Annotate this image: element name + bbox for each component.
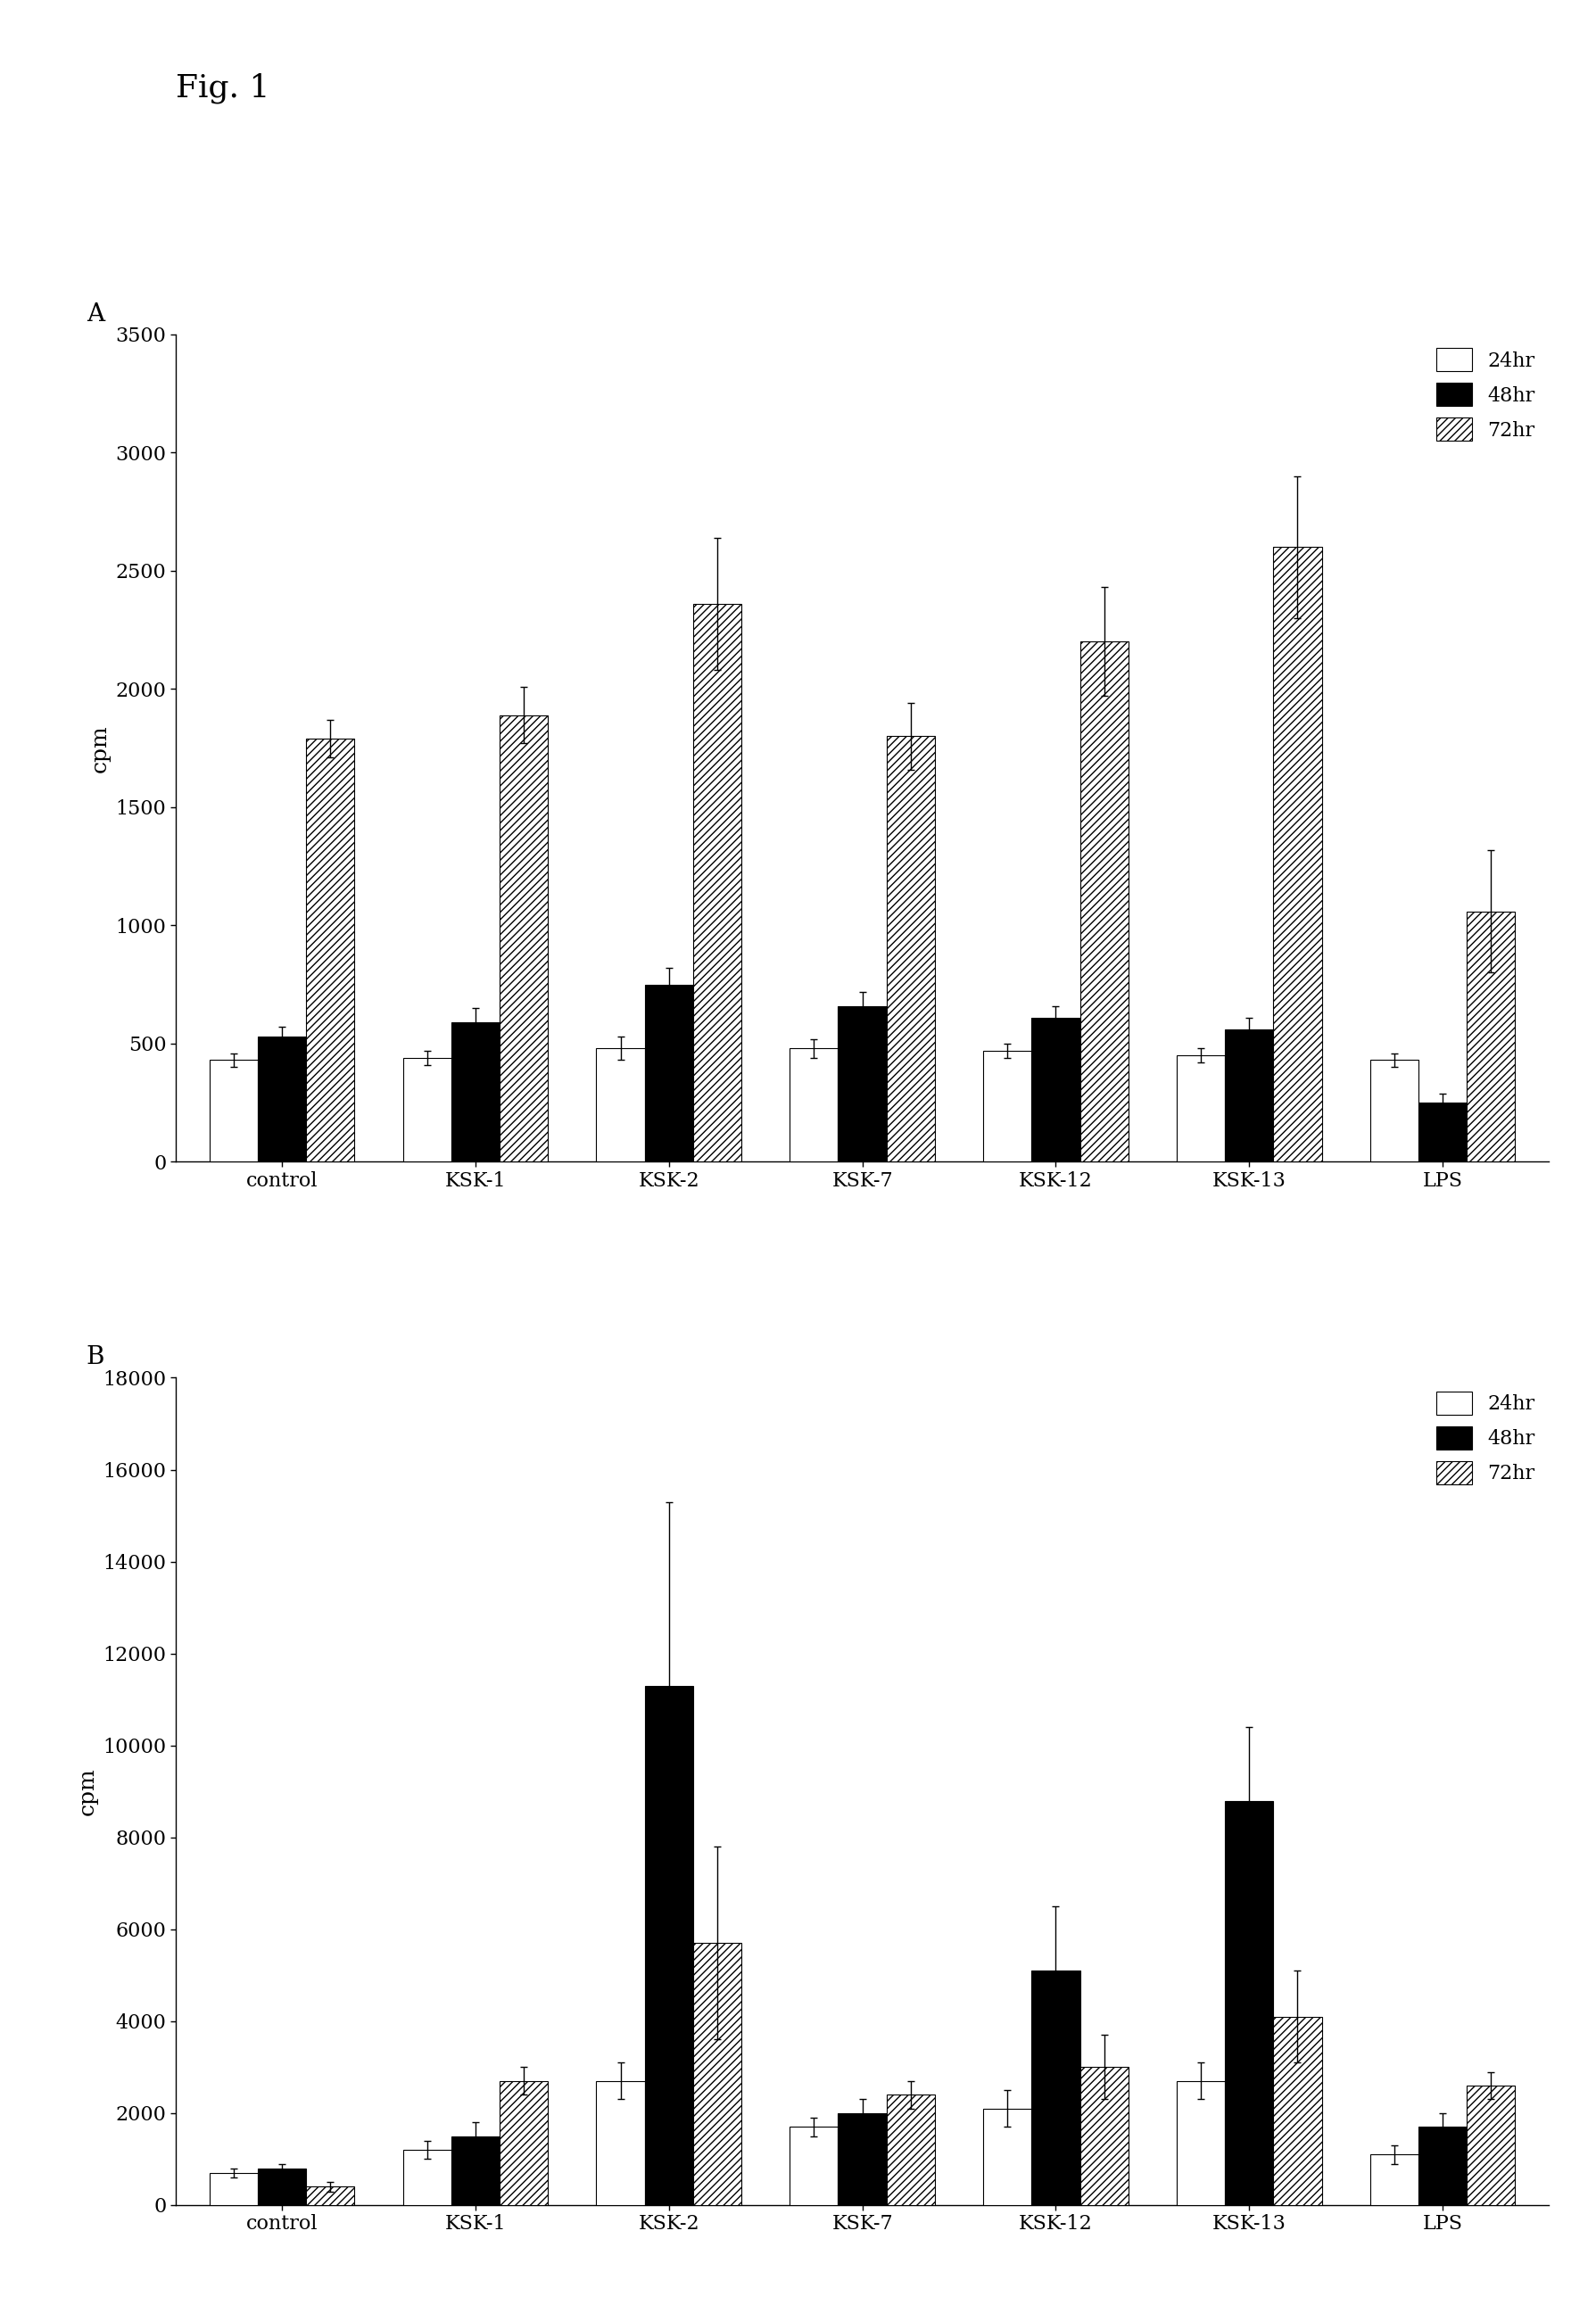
Bar: [1224, 1801, 1272, 2205]
Bar: [790, 1047, 838, 1162]
Bar: [1031, 1971, 1079, 2205]
Bar: [1031, 1018, 1079, 1162]
Bar: [1176, 2081, 1224, 2205]
Bar: [452, 2136, 500, 2205]
Bar: [1417, 2127, 1467, 2205]
Bar: [209, 1061, 257, 1162]
Bar: [1369, 2155, 1417, 2205]
Bar: [1272, 547, 1321, 1162]
Bar: [452, 1022, 500, 1162]
Text: B: B: [86, 1346, 105, 1369]
Bar: [500, 714, 547, 1162]
Bar: [402, 2150, 452, 2205]
Bar: [1369, 1061, 1417, 1162]
Bar: [1417, 1103, 1467, 1162]
Bar: [693, 1943, 741, 2205]
Text: A: A: [86, 303, 104, 326]
Bar: [402, 1059, 452, 1162]
Legend: 24hr, 48hr, 72hr: 24hr, 48hr, 72hr: [1427, 340, 1542, 448]
Bar: [595, 2081, 645, 2205]
Bar: [257, 1036, 306, 1162]
Bar: [1176, 1054, 1224, 1162]
Bar: [209, 2173, 257, 2205]
Y-axis label: cpm: cpm: [77, 1766, 97, 1815]
Bar: [838, 2113, 886, 2205]
Y-axis label: cpm: cpm: [89, 724, 110, 772]
Bar: [1467, 912, 1515, 1162]
Legend: 24hr, 48hr, 72hr: 24hr, 48hr, 72hr: [1427, 1383, 1542, 1493]
Bar: [500, 2081, 547, 2205]
Bar: [595, 1047, 645, 1162]
Bar: [838, 1006, 886, 1162]
Bar: [983, 2109, 1031, 2205]
Bar: [886, 737, 934, 1162]
Bar: [306, 2187, 354, 2205]
Bar: [306, 740, 354, 1162]
Bar: [645, 1686, 693, 2205]
Bar: [1224, 1029, 1272, 1162]
Bar: [1079, 641, 1128, 1162]
Bar: [1079, 2067, 1128, 2205]
Bar: [1467, 2086, 1515, 2205]
Bar: [886, 2095, 934, 2205]
Bar: [790, 2127, 838, 2205]
Bar: [983, 1050, 1031, 1162]
Bar: [693, 604, 741, 1162]
Bar: [257, 2168, 306, 2205]
Text: Fig. 1: Fig. 1: [176, 74, 270, 103]
Bar: [645, 985, 693, 1162]
Bar: [1272, 2017, 1321, 2205]
